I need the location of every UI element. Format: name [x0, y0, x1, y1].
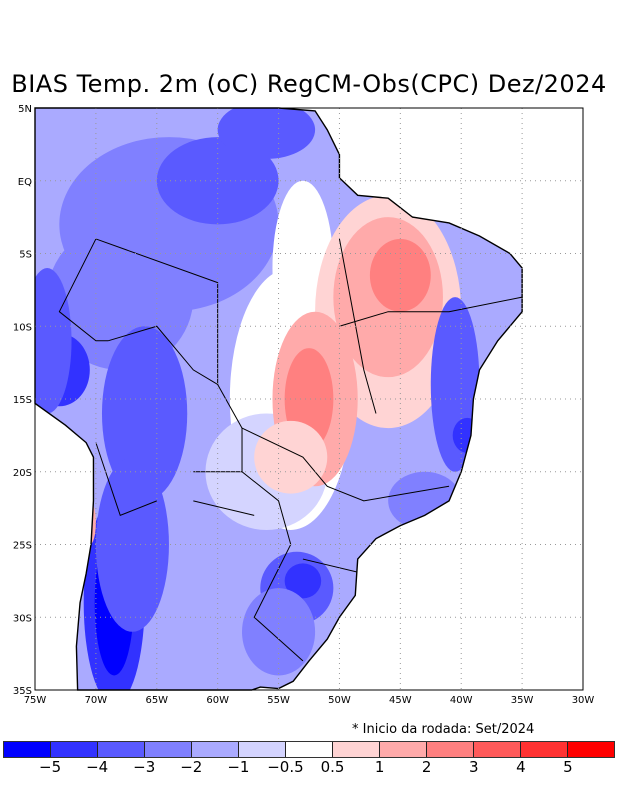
colorbar-label: 0.5 — [320, 758, 345, 776]
colorbar-swatch — [474, 742, 521, 757]
bias-region — [217, 108, 316, 159]
lat-tick-label: 25S — [13, 541, 32, 552]
bias-region — [284, 563, 322, 599]
colorbar-swatch — [427, 742, 474, 757]
lon-tick-label: 65W — [145, 695, 168, 706]
coastline — [34, 107, 523, 691]
political-border — [95, 238, 219, 385]
colorbar-label: −5 — [39, 758, 62, 776]
colorbar-swatch — [568, 742, 614, 757]
colorbar-label: 1 — [374, 758, 385, 776]
colorbar-label: 2 — [421, 758, 432, 776]
bias-region — [430, 297, 480, 472]
lon-tick-label: 50W — [328, 695, 351, 706]
colorbar-swatch — [286, 742, 333, 757]
colorbar-swatch — [333, 742, 380, 757]
map-title: BIAS Temp. 2m (oC) RegCM-Obs(CPC) Dez/20… — [11, 70, 607, 98]
map-frame — [34, 107, 584, 691]
lon-tick-label: 45W — [389, 695, 412, 706]
lon-tick-label: 70W — [85, 695, 108, 706]
bias-region — [388, 471, 462, 530]
bias-region — [95, 457, 169, 632]
bias-region — [369, 238, 431, 312]
colorbar-label: 4 — [516, 758, 526, 776]
lon-tick-label: 40W — [450, 695, 473, 706]
colorbar-swatch — [192, 742, 239, 757]
colorbar-label: −2 — [180, 758, 203, 776]
lat-tick-label: 10S — [13, 322, 32, 333]
colorbar-swatch — [98, 742, 145, 757]
lat-tick-label: 20S — [13, 468, 32, 479]
lon-tick-label: 35W — [511, 695, 534, 706]
bias-region — [242, 588, 316, 676]
bias-region — [156, 137, 279, 225]
political-border — [339, 296, 523, 327]
bias-region — [35, 268, 72, 414]
colorbar-label: −3 — [133, 758, 156, 776]
lat-tick-label: 35S — [13, 686, 32, 697]
bias-map: 75W 70W 65W 60W 55W 50W 45W 40W 35W 30W 5N EQ 5S 10S 1… — [13, 104, 595, 706]
political-border — [338, 238, 377, 414]
colorbar-label: 5 — [563, 758, 573, 776]
political-border — [107, 325, 304, 662]
lat-tick-label: 5N — [18, 104, 32, 115]
colorbar-label: −4 — [86, 758, 109, 776]
political-border — [193, 500, 255, 516]
bias-region — [254, 420, 328, 494]
lat-tick-label: 5S — [19, 250, 32, 261]
bias-region — [101, 326, 188, 501]
colorbar-swatch — [239, 742, 286, 757]
lon-tick-label: 60W — [206, 695, 229, 706]
run-start-note: * Inicio da rodada: Set/2024 — [352, 722, 535, 737]
political-border — [58, 238, 109, 342]
political-border — [241, 427, 450, 502]
bias-region — [83, 500, 96, 545]
colorbar-label: −1 — [227, 758, 250, 776]
lon-tick-label: 75W — [24, 695, 47, 706]
political-border — [302, 558, 364, 575]
colorbar-label: 3 — [468, 758, 479, 776]
lat-tick-label: EQ — [18, 177, 32, 188]
colorbar-swatch — [380, 742, 427, 757]
lat-tick-label: 30S — [13, 613, 32, 624]
colorbar-label: −0.5 — [267, 758, 304, 776]
lon-tick-label: 55W — [267, 695, 290, 706]
colorbar-swatch — [51, 742, 98, 757]
political-border — [95, 442, 157, 517]
lat-tick-label: 15S — [13, 395, 32, 406]
colorbar — [3, 741, 615, 758]
lon-tick-label: 30W — [572, 695, 595, 706]
colorbar-swatch — [145, 742, 192, 757]
colorbar-swatch — [4, 742, 51, 757]
colorbar-swatch — [521, 742, 568, 757]
